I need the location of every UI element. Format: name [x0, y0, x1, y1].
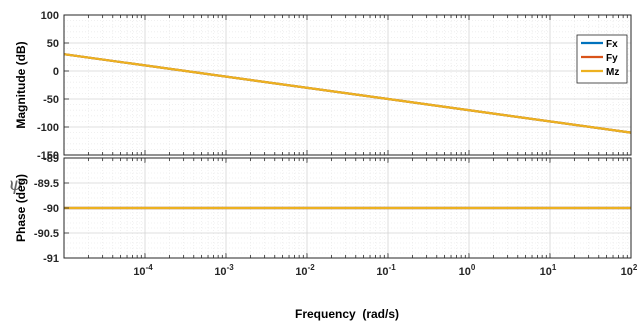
magnitude-y-ticks: 100 50 0 -50 -100 -150 — [37, 10, 69, 162]
x-tick-label: 100 — [459, 263, 476, 278]
magnitude-series-line-mz — [63, 53, 632, 134]
x-tick-label: 10-3 — [214, 263, 234, 278]
magnitude-axes-box — [63, 14, 632, 156]
magnitude-y-tick-label: 0 — [53, 66, 59, 78]
phase-y-tick-label: -91 — [43, 253, 59, 265]
magnitude-axes: 100 50 0 -50 -100 -150 Magnitude (dB) Fx Fy Mz — [14, 10, 632, 162]
x-tick-label: 10-4 — [133, 263, 153, 278]
x-tick-label: 102 — [621, 263, 638, 278]
magnitude-y-tick-label: -100 — [37, 122, 59, 134]
phase-y-tick-label: -89.5 — [34, 178, 59, 190]
phase-x-ticks: 10-4 10-3 10-2 10-1 100 101 102 — [133, 263, 638, 278]
x-tick-label: 10-1 — [376, 263, 396, 278]
legend-label-fy: Fy — [606, 53, 618, 64]
x-axis-label: Frequency (rad/s) — [295, 307, 399, 321]
magnitude-grid — [63, 14, 631, 156]
phase-y-axis-label: Phase (deg) — [14, 174, 28, 242]
magnitude-y-tick-label: 100 — [41, 10, 59, 22]
legend: Fx Fy Mz — [576, 34, 628, 84]
magnitude-lines — [63, 53, 632, 134]
phase-y-ticks: -89 -89.5 -90 -90.5 -91 — [34, 153, 69, 265]
phase-axes: -89-89.5-90-90.5-91 10-4 10-3 10-2 10-1 100 1… — [14, 153, 638, 321]
magnitude-y-axis-label: Magnitude (dB) — [14, 41, 28, 128]
psi-label: ψ — [8, 173, 24, 195]
legend-label-mz: Mz — [606, 67, 619, 78]
legend-label-fx: Fx — [606, 39, 618, 50]
phase-y-tick-label: -90 — [43, 203, 59, 215]
phase-y-tick-label: -89 — [43, 153, 59, 165]
phase-y-tick-label: -90.5 — [34, 228, 59, 240]
x-tick-label: 101 — [540, 263, 557, 278]
magnitude-y-tick-label: -150 — [37, 150, 59, 162]
magnitude-y-tick-label: 50 — [47, 38, 59, 50]
magnitude-plot-area — [64, 15, 631, 155]
x-tick-label: 10-2 — [295, 263, 315, 278]
magnitude-y-tick-label: -50 — [43, 94, 59, 106]
